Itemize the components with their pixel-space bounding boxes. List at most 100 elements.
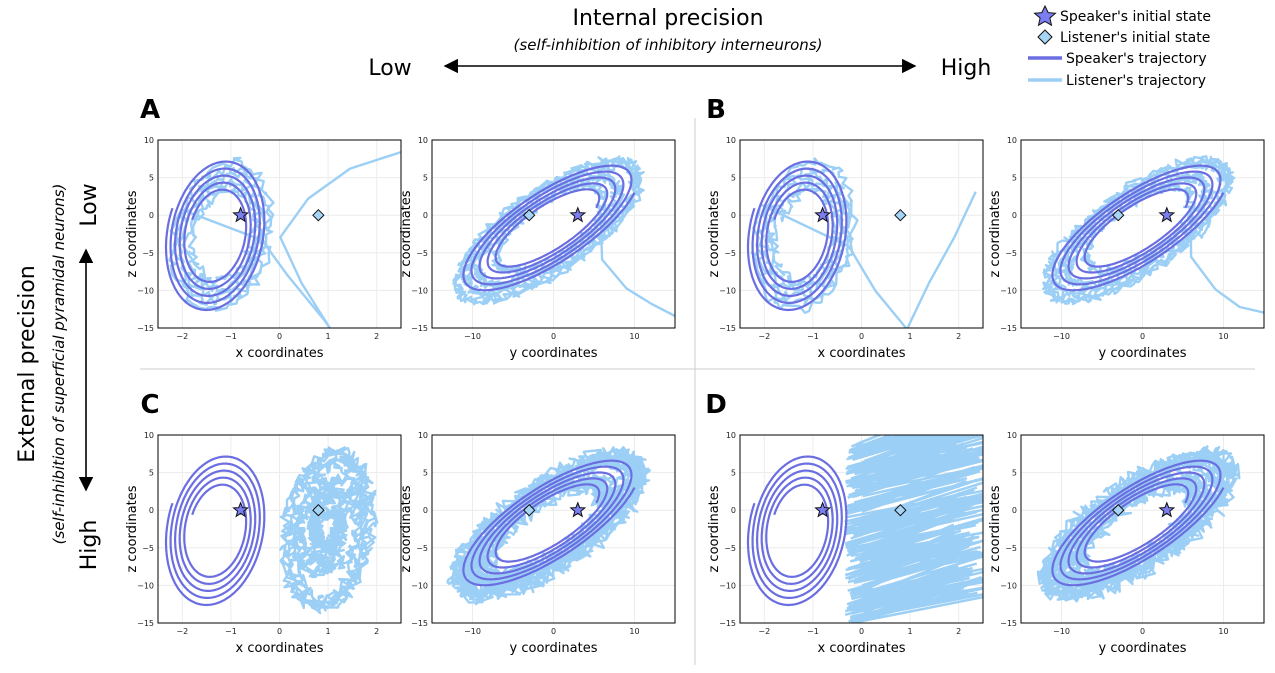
subplot-c-2: −10 0 10 10 5 0 −5 −10 −15 y coordinates z coordin… (399, 431, 676, 656)
x-tick-label: 0 (277, 627, 282, 636)
listener-trajectory (279, 446, 379, 615)
y-tick-label: −15 (137, 324, 154, 333)
x-tick-label: 2 (956, 627, 961, 636)
speaker-initial-star-icon (1158, 501, 1176, 518)
y-tick-label: −5 (416, 544, 428, 553)
x-axis-label: x coordinates (818, 641, 906, 656)
subplot-d-2: −10 0 10 10 5 0 −5 −10 −15 y coordinates z coordin… (988, 431, 1265, 656)
panel-letter: A (140, 95, 160, 125)
speaker-initial-star-icon (814, 501, 832, 518)
y-tick-label: 5 (423, 469, 428, 478)
speaker-initial-star-icon (1158, 206, 1176, 223)
x-tick-label: −10 (1053, 332, 1070, 341)
x-tick-label: 10 (629, 627, 639, 636)
x-axis-label: y coordinates (510, 346, 598, 361)
x-tick-label: 1 (326, 332, 331, 341)
x-axis-label: x coordinates (236, 641, 324, 656)
y-tick-label: 10 (726, 431, 736, 440)
speaker-trajectory (1051, 459, 1225, 587)
y-tick-label: −5 (142, 544, 154, 553)
legend-star-icon (1033, 4, 1057, 27)
y-tick-label: −10 (411, 286, 428, 295)
y-tick-label: −15 (1000, 619, 1017, 628)
y-tick-label: 5 (423, 174, 428, 183)
x-axis-label: y coordinates (510, 641, 598, 656)
x-tick-label: 10 (1218, 627, 1228, 636)
x-tick-label: −1 (807, 332, 819, 341)
plot-frame (1020, 434, 1265, 624)
speaker-initial-star-icon (814, 206, 832, 223)
y-tick-label: 0 (149, 506, 154, 515)
x-tick-label: 2 (374, 627, 379, 636)
traces (746, 157, 977, 328)
x-axis-label: x coordinates (236, 346, 324, 361)
x-tick-label: −1 (807, 627, 819, 636)
listener-initial-diamond-icon (1111, 503, 1125, 517)
panel-letter: D (705, 390, 727, 420)
y-tick-label: 5 (1012, 469, 1017, 478)
legend: Speaker's initial state Listener's initi… (1028, 4, 1211, 89)
y-tick-label: 10 (144, 136, 154, 145)
y-axis-label: z coordinates (399, 190, 414, 277)
listener-trajectory (446, 446, 651, 606)
listener-initial-diamond-icon (522, 503, 536, 517)
y-tick-label: −5 (1005, 249, 1017, 258)
y-tick-label: −15 (719, 619, 736, 628)
x-tick-label: −2 (176, 627, 188, 636)
x-tick-label: 0 (1140, 627, 1145, 636)
y-tick-label: −10 (719, 581, 736, 590)
x-axis-label: y coordinates (1099, 346, 1187, 361)
x-tick-label: −1 (225, 627, 237, 636)
y-tick-label: 10 (726, 136, 736, 145)
legend-diamond-icon (1037, 29, 1053, 45)
y-tick-label: −10 (137, 581, 154, 590)
y-tick-label: −10 (719, 286, 736, 295)
y-tick-label: −5 (724, 544, 736, 553)
traces (164, 446, 379, 615)
y-axis-label: z coordinates (707, 190, 722, 277)
y-tick-label: −15 (411, 619, 428, 628)
listener-trajectory (1036, 445, 1241, 603)
traces (1042, 155, 1264, 314)
x-tick-label: 1 (908, 627, 913, 636)
plot-frame (1020, 139, 1265, 329)
x-tick-label: 1 (908, 332, 913, 341)
plot-frame (157, 139, 402, 329)
speaker-trajectory (746, 455, 848, 607)
y-tick-label: 5 (731, 469, 736, 478)
speaker-initial-star-icon (569, 206, 587, 223)
traces (446, 446, 651, 606)
x-tick-label: 0 (859, 627, 864, 636)
internal-low-label: Low (368, 56, 411, 81)
y-tick-label: −10 (1000, 286, 1017, 295)
listener-initial-diamond-icon (894, 503, 907, 517)
y-tick-label: −10 (411, 581, 428, 590)
y-tick-label: −15 (137, 619, 154, 628)
panel-letter: B (706, 95, 726, 125)
y-tick-label: −5 (724, 249, 736, 258)
y-tick-label: 0 (423, 211, 428, 220)
listener-initial-diamond-icon (894, 208, 907, 222)
y-tick-label: −15 (411, 324, 428, 333)
x-tick-label: −2 (758, 332, 770, 341)
speaker-trajectory (164, 160, 266, 312)
legend-listener-trajectory: Listener's trajectory (1066, 73, 1206, 89)
x-tick-label: 2 (956, 332, 961, 341)
speaker-trajectory (462, 164, 636, 292)
y-tick-label: −5 (142, 249, 154, 258)
y-tick-label: 10 (1007, 431, 1017, 440)
y-tick-label: 0 (149, 211, 154, 220)
panel-letter: C (140, 390, 159, 420)
y-tick-label: 0 (731, 211, 736, 220)
y-tick-label: 0 (423, 506, 428, 515)
subplot-b-2: −10 0 10 10 5 0 −5 −10 −15 y coordinates z coordin… (988, 136, 1265, 361)
y-tick-label: 10 (418, 431, 428, 440)
x-axis-label: y coordinates (1099, 641, 1187, 656)
y-tick-label: 5 (149, 469, 154, 478)
plot-frame (431, 139, 676, 329)
